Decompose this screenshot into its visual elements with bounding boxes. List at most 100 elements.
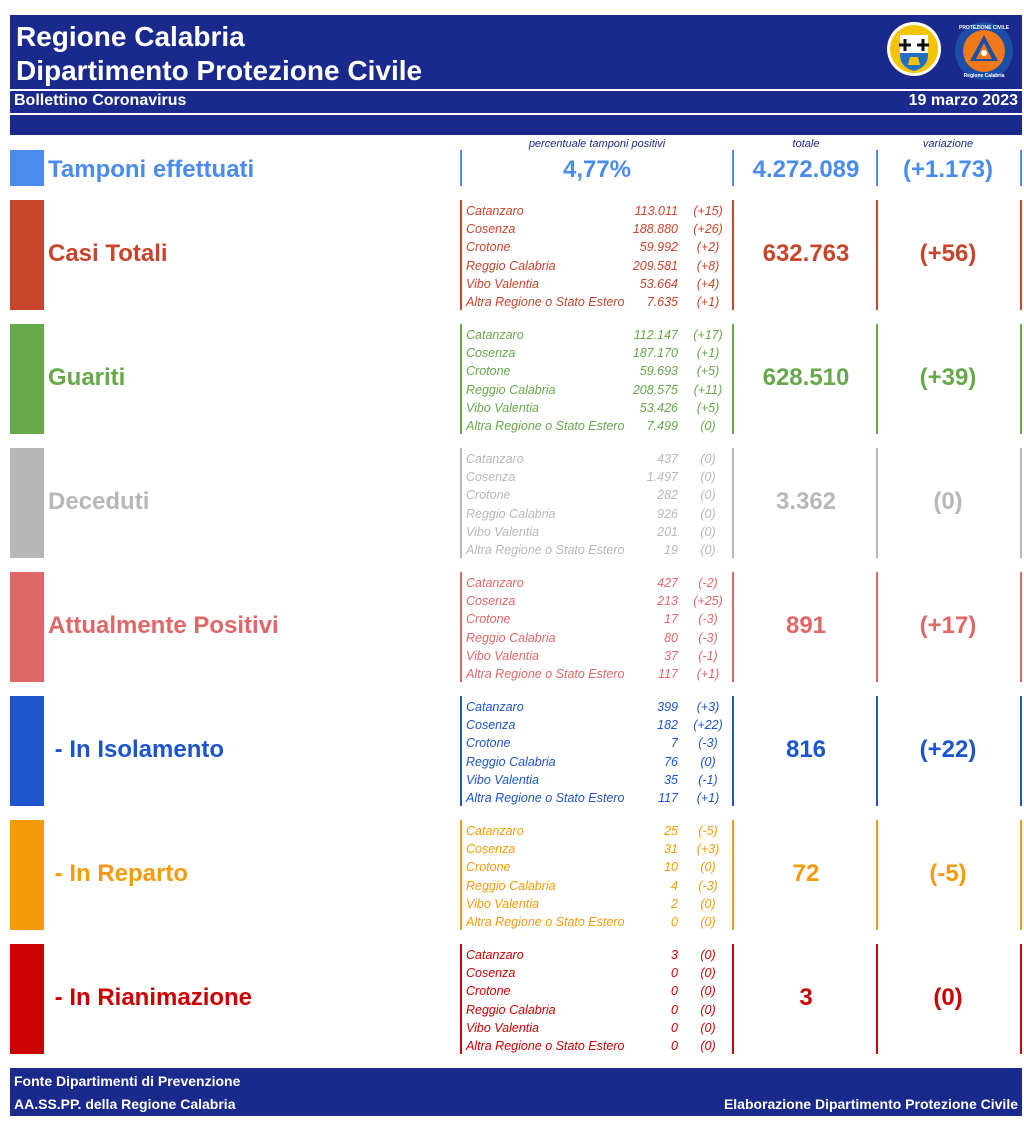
province-value: 7: [671, 736, 678, 751]
column-divider: [876, 696, 878, 806]
section-row: Deceduti Catanzaro 437 (0) Cosenza 1.497 (0) Cr…: [10, 448, 1022, 558]
province-item: Altra Regione o Stato Estero 0 (0): [466, 1037, 730, 1055]
province-delta: (+8): [696, 258, 720, 273]
province-delta: (0): [700, 488, 716, 503]
province-value: 0: [671, 1002, 678, 1017]
province-item: Crotone 59.693 (+5): [466, 362, 730, 380]
province-value: 0: [671, 966, 678, 981]
section-color-swatch: [10, 448, 44, 558]
logo-bottom-text: Regione Calabria: [964, 73, 1005, 79]
province-name: Crotone: [466, 612, 511, 627]
province-delta: (+3): [696, 700, 720, 714]
province-name: Cosenza: [466, 966, 516, 981]
province-delta: (0): [700, 452, 716, 466]
province-item: Vibo Valentia 53.426 (+5): [466, 399, 730, 417]
column-divider: [460, 820, 462, 930]
column-divider: [1020, 572, 1022, 682]
section-total-value: 3.362: [775, 488, 837, 515]
column-divider: [876, 324, 878, 434]
province-item: Crotone 10 (0): [466, 858, 730, 876]
column-divider: [876, 150, 878, 186]
column-divider: [732, 820, 734, 930]
tamponi-color-swatch: [10, 150, 44, 186]
province-delta: (0): [700, 984, 716, 999]
column-divider: [732, 944, 734, 1054]
section-color-swatch: [10, 944, 44, 1054]
column-divider: [460, 448, 462, 558]
province-item: Altra Regione o Stato Estero 117 (+1): [466, 665, 730, 683]
province-delta: (0): [700, 1020, 716, 1035]
column-divider: [460, 200, 462, 310]
province-name: Altra Regione o Stato Estero: [466, 295, 625, 309]
province-value: 182: [657, 718, 678, 733]
regione-calabria-coat-of-arms-icon: [887, 22, 941, 76]
column-divider: [1020, 150, 1022, 186]
province-item: Cosenza 0 (0): [466, 964, 730, 982]
province-delta: (+26): [693, 222, 723, 237]
province-value: 0: [671, 1020, 678, 1035]
province-item: Cosenza 1.497 (0): [466, 468, 730, 486]
section-label: Deceduti: [48, 488, 150, 515]
section-label: - In Rianimazione: [48, 984, 253, 1011]
section-label: Attualmente Positivi: [48, 612, 279, 639]
province-value: 1.497: [646, 470, 678, 485]
province-item: Vibo Valentia 53.664 (+4): [466, 275, 730, 293]
province-delta: (-3): [698, 630, 718, 645]
province-name: Crotone: [466, 364, 511, 379]
province-value: 113.011: [634, 204, 678, 218]
section-variation-value: (+39): [919, 364, 977, 391]
province-name: Catanzaro: [466, 700, 524, 714]
header-divider-lower: [10, 113, 1022, 115]
province-list: Catanzaro 399 (+3) Cosenza 182 (+22) Crotone 7 (…: [466, 698, 730, 807]
column-divider: [876, 820, 878, 930]
section-variation-value: (0): [933, 984, 963, 1011]
province-item: Altra Regione o Stato Estero 117 (+1): [466, 789, 730, 807]
province-delta: (+3): [696, 842, 720, 857]
province-value: 0: [671, 984, 678, 999]
column-divider: [876, 448, 878, 558]
column-divider: [460, 572, 462, 682]
province-delta: (+5): [696, 400, 720, 415]
province-delta: (0): [700, 860, 716, 875]
province-value: 59.693: [639, 364, 678, 379]
section-total-value: 632.763: [762, 240, 850, 267]
province-name: Cosenza: [466, 594, 516, 609]
section-color-swatch: [10, 200, 44, 310]
province-delta: (0): [700, 524, 716, 539]
province-name: Altra Regione o Stato Estero: [466, 915, 625, 929]
column-divider: [1020, 944, 1022, 1054]
column-divider: [460, 944, 462, 1054]
province-name: Reggio Calabria: [466, 630, 556, 645]
province-name: Vibo Valentia: [466, 648, 539, 663]
province-item: Altra Regione o Stato Estero 7.499 (0): [466, 417, 730, 435]
province-value: 3: [671, 948, 678, 962]
province-delta: (+11): [693, 382, 723, 397]
header-banner: Regione Calabria Dipartimento Protezione…: [10, 15, 1022, 135]
bulletin-subtitle: Bollettino Coronavirus: [14, 92, 187, 109]
province-name: Vibo Valentia: [466, 400, 539, 415]
province-item: Cosenza 31 (+3): [466, 840, 730, 858]
province-value: 282: [657, 488, 678, 503]
province-value: 53.664: [639, 276, 678, 291]
province-delta: (0): [700, 1002, 716, 1017]
section-variation-value: (+56): [919, 240, 977, 267]
province-value: 37: [664, 648, 678, 663]
province-value: 59.992: [639, 240, 678, 255]
province-delta: (+22): [693, 718, 723, 733]
section-row: Attualmente Positivi Catanzaro 427 (-2) Cose…: [10, 572, 1022, 682]
province-name: Altra Regione o Stato Estero: [466, 667, 625, 681]
province-delta: (0): [700, 506, 716, 521]
province-value: 201: [657, 524, 678, 539]
province-value: 926: [657, 506, 678, 521]
province-name: Crotone: [466, 240, 511, 255]
total-caption: totale: [792, 138, 820, 150]
province-delta: (0): [700, 754, 716, 769]
province-delta: (+25): [693, 594, 723, 609]
province-delta: (-5): [698, 824, 718, 838]
column-divider: [1020, 200, 1022, 310]
province-value: 117: [658, 791, 678, 805]
province-name: Cosenza: [466, 470, 516, 485]
section-total-value: 3: [799, 984, 813, 1011]
province-value: 80: [664, 630, 678, 645]
section-total-value: 816: [785, 736, 827, 763]
